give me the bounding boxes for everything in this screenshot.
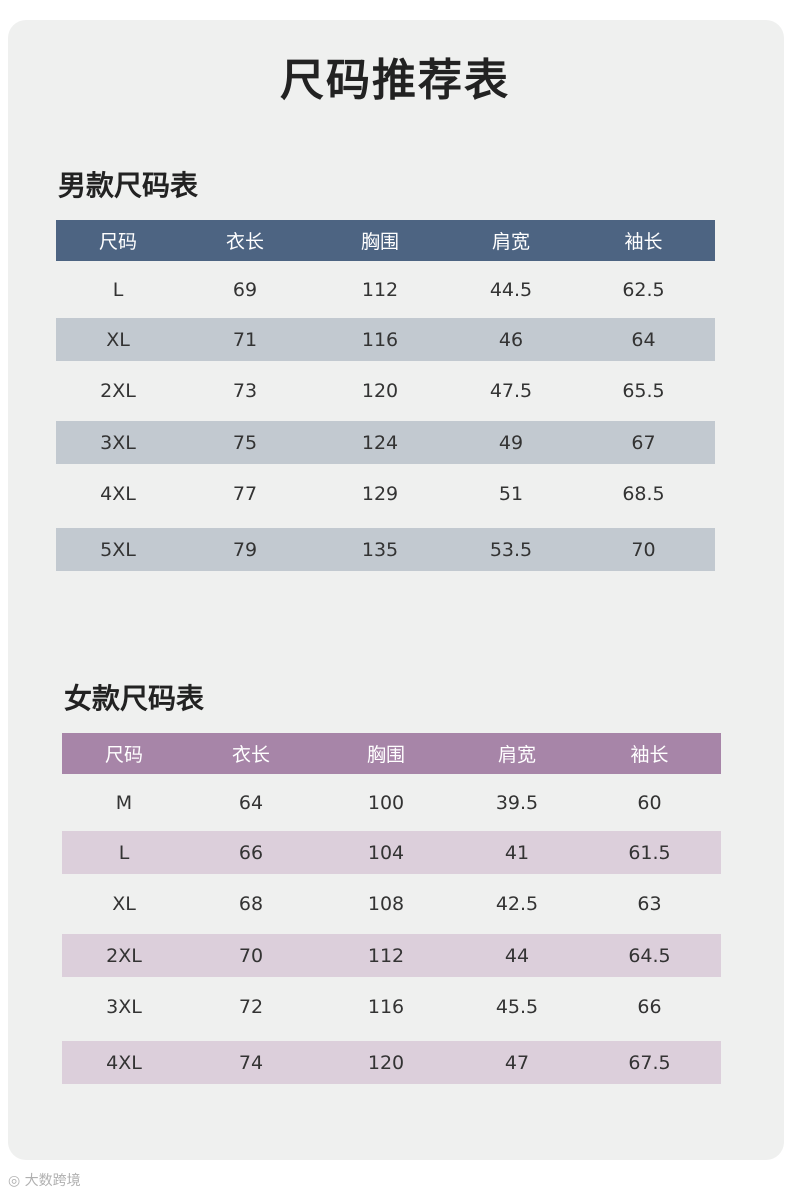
table-cell: 44	[504, 944, 530, 967]
watermark: ◎ 大数跨境	[8, 1170, 81, 1190]
table-cell: 75	[232, 431, 258, 454]
table-cell: 46	[498, 328, 524, 351]
women-size-table: 尺码 衣长 胸围 肩宽 袖长 M 64 100 39.5 60 L 66 104…	[62, 733, 721, 1085]
table-cell: 67.5	[628, 1051, 671, 1074]
table-cell: 135	[361, 538, 399, 561]
header-cell: 肩宽	[497, 744, 536, 766]
table-cell: 45.5	[495, 995, 539, 1018]
table-cell: 129	[361, 482, 399, 505]
table-cell: 116	[361, 328, 399, 351]
table-cell: 70	[238, 944, 264, 967]
table-cell: 3XL	[106, 995, 142, 1018]
women-section-title: 女款尺码表	[64, 682, 205, 715]
table-row: 2XL 73 120 47.5 65.5	[56, 369, 715, 412]
table-cell: 4XL	[106, 1051, 142, 1074]
table-row: 4XL 74 120 47 67.5	[62, 1041, 721, 1084]
table-cell: 64	[631, 328, 656, 351]
table-row: L 69 112 44.5 62.5	[56, 268, 715, 311]
table-row: 3XL 72 116 45.5 66	[62, 985, 721, 1028]
men-section-title: 男款尺码表	[58, 169, 199, 202]
table-cell: 2XL	[106, 944, 142, 967]
header-cell: 衣长	[225, 231, 264, 253]
table-row: 2XL 70 112 44 64.5	[62, 934, 721, 977]
table-header-row: 尺码 衣长 胸围 肩宽 袖长	[56, 220, 715, 261]
table-cell: 2XL	[100, 379, 136, 402]
table-row: XL 68 108 42.5 63	[62, 882, 721, 925]
table-cell: 116	[367, 995, 405, 1018]
table-cell: L	[118, 841, 130, 864]
table-cell: 120	[367, 1051, 405, 1074]
table-cell: 79	[232, 538, 258, 561]
table-cell: 44.5	[489, 278, 533, 301]
table-cell: 60	[637, 791, 662, 814]
header-cell: 袖长	[624, 231, 663, 253]
table-cell: 68	[238, 892, 264, 915]
table-cell: 124	[361, 431, 399, 454]
table-cell: 112	[367, 944, 405, 967]
table-cell: 66	[637, 995, 662, 1018]
table-cell: XL	[106, 328, 130, 351]
watermark-logo-icon: ◎	[8, 1173, 21, 1189]
table-cell: 49	[498, 431, 524, 454]
table-cell: 64	[238, 791, 264, 814]
table-row: M 64 100 39.5 60	[62, 781, 721, 824]
table-cell: 39.5	[495, 791, 539, 814]
table-row: 3XL 75 124 49 67	[56, 421, 715, 464]
table-cell: 61.5	[628, 841, 671, 864]
table-cell: 74	[238, 1051, 264, 1074]
table-cell: 65.5	[622, 379, 665, 402]
header-cell: 尺码	[98, 231, 137, 253]
table-cell: 47.5	[489, 379, 533, 402]
page-title: 尺码推荐表	[280, 55, 510, 106]
table-cell: 100	[367, 791, 405, 814]
table-cell: 66	[238, 841, 264, 864]
table-cell: 67	[631, 431, 656, 454]
table-cell: M	[115, 791, 133, 814]
table-cell: 73	[232, 379, 258, 402]
watermark-text: 大数跨境	[24, 1173, 81, 1189]
header-cell: 袖长	[630, 744, 669, 766]
table-cell: 42.5	[495, 892, 539, 915]
header-cell: 衣长	[231, 744, 270, 766]
table-cell: 62.5	[622, 278, 665, 301]
table-row: L 66 104 41 61.5	[62, 831, 721, 874]
table-cell: 41	[504, 841, 530, 864]
table-cell: 104	[367, 841, 405, 864]
table-header-row: 尺码 衣长 胸围 肩宽 袖长	[62, 733, 721, 774]
table-cell: 71	[232, 328, 258, 351]
table-cell: 47	[504, 1051, 530, 1074]
header-cell: 胸围	[366, 744, 405, 766]
table-cell: 120	[361, 379, 399, 402]
table-row: XL 71 116 46 64	[56, 318, 715, 361]
table-cell: L	[112, 278, 124, 301]
table-cell: 112	[361, 278, 399, 301]
table-cell: 53.5	[489, 538, 533, 561]
table-cell: 70	[631, 538, 656, 561]
table-cell: 4XL	[100, 482, 136, 505]
table-cell: XL	[112, 892, 136, 915]
table-row: 4XL 77 129 51 68.5	[56, 472, 715, 515]
table-cell: 68.5	[622, 482, 665, 505]
table-cell: 51	[498, 482, 524, 505]
table-cell: 64.5	[628, 944, 671, 967]
table-cell: 3XL	[100, 431, 136, 454]
header-cell: 胸围	[360, 231, 399, 253]
men-size-table: 尺码 衣长 胸围 肩宽 袖长 L 69 112 44.5 62.5 XL 71 …	[56, 220, 715, 572]
table-row: 5XL 79 135 53.5 70	[56, 528, 715, 571]
table-cell: 72	[238, 995, 264, 1018]
table-cell: 77	[232, 482, 258, 505]
table-cell: 5XL	[100, 538, 136, 561]
header-cell: 尺码	[104, 744, 143, 766]
table-cell: 63	[637, 892, 662, 915]
table-cell: 108	[367, 892, 405, 915]
table-cell: 69	[232, 278, 258, 301]
header-cell: 肩宽	[491, 231, 530, 253]
